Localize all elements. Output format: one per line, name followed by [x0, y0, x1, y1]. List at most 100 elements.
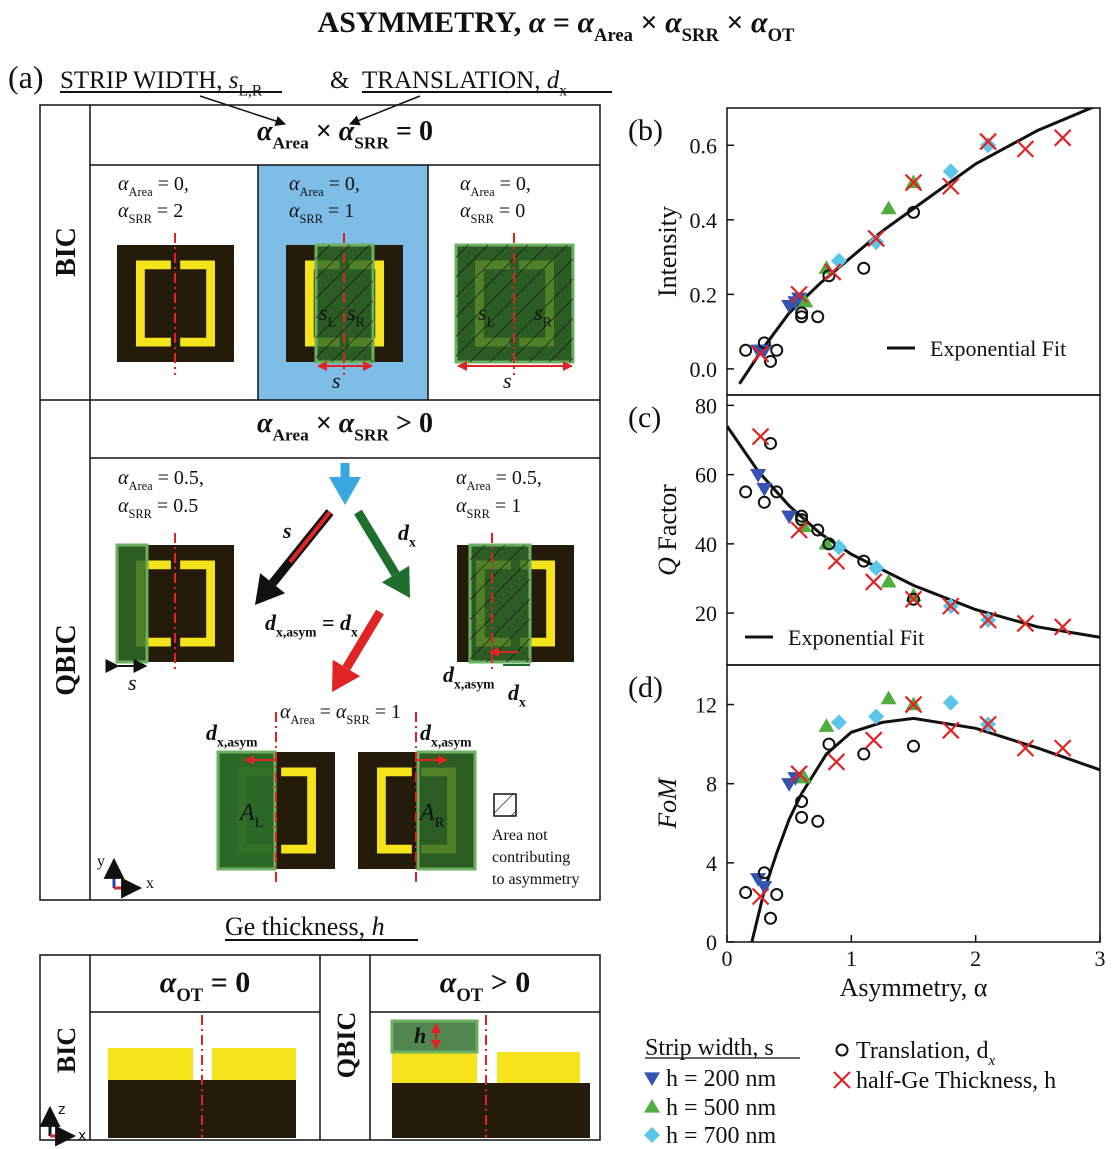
heading: TRANSLATION, dx	[362, 67, 567, 100]
bic-side-label: BIC	[51, 227, 82, 277]
dx-arrow-big	[358, 512, 396, 574]
h-label: h	[414, 1023, 426, 1048]
blue-arrow-head	[329, 477, 361, 505]
marker	[868, 234, 884, 250]
marker	[837, 1045, 848, 1056]
heading: STRIP WIDTH, sL,R	[60, 67, 263, 100]
legend-label: h = 500 nm	[666, 1095, 777, 1121]
text-part: α	[456, 495, 467, 517]
marker	[866, 732, 882, 748]
text-part: = 0,	[153, 173, 189, 195]
text-part: ASYMMETRY,	[318, 6, 529, 39]
y-tick-label: 20	[695, 601, 717, 626]
panel-label: (d)	[628, 671, 663, 704]
marker	[1017, 740, 1033, 756]
text-part: SRR	[300, 212, 324, 226]
text-part: α	[751, 6, 768, 39]
y-tick-label: 0.0	[690, 357, 718, 382]
marker	[881, 691, 897, 705]
text-part: ×	[719, 6, 751, 39]
marker	[812, 311, 823, 322]
marker	[858, 749, 869, 760]
marker	[908, 741, 919, 752]
text-part: Area	[594, 25, 634, 46]
text-part: R	[543, 315, 553, 330]
cell-label: αArea = 0.5,	[456, 467, 542, 493]
marker	[1055, 130, 1071, 146]
ge-film	[497, 1052, 580, 1083]
text-part: h = 200 nm	[666, 1066, 777, 1092]
marker	[759, 497, 770, 508]
text-part: > 0	[483, 966, 530, 999]
axis-label: z	[58, 1102, 65, 1118]
text-part: α	[118, 173, 129, 195]
red-arrow	[346, 612, 380, 668]
y-tick-label: 60	[695, 463, 717, 488]
dxasym-label: dx,asym	[420, 720, 472, 750]
panel-label: (a)	[8, 59, 44, 95]
x-axis-label: Asymmetry, α	[840, 973, 988, 1002]
text-part: α	[289, 173, 300, 195]
marker	[980, 137, 996, 153]
text-part: Area	[129, 185, 154, 199]
y-tick-label: 0.4	[690, 208, 718, 233]
marker	[644, 1099, 660, 1113]
text-part: x	[519, 695, 526, 710]
y-axis-label: Q Factor	[653, 484, 682, 576]
ge-film	[392, 1052, 477, 1083]
qbic-side-label: QBIC	[332, 1012, 361, 1078]
text-part: Area	[273, 133, 310, 152]
hatch-note: to asymmetry	[492, 871, 580, 888]
fit-curve	[752, 718, 1100, 942]
bic-side-label: BIC	[52, 1027, 81, 1073]
text-part: OT	[456, 985, 483, 1006]
panel-label: (c)	[628, 401, 661, 434]
hatch-key	[494, 794, 516, 816]
y-tick-label: 12	[695, 693, 717, 718]
bottom-caption: αArea = αSRR = 1	[280, 701, 401, 727]
marker	[828, 553, 844, 569]
text-part: = 0	[494, 200, 525, 222]
y-tick-label: 8	[706, 772, 717, 797]
substrate	[392, 1083, 590, 1138]
text-part: = 1	[490, 495, 521, 517]
marker	[759, 867, 770, 878]
text-part: = 0	[203, 966, 250, 999]
marker	[644, 1127, 660, 1143]
text-part: ×	[633, 6, 665, 39]
axis-label: x	[78, 1128, 86, 1144]
marker	[818, 718, 834, 732]
marker	[943, 695, 959, 711]
width-label: s	[332, 368, 341, 393]
y-tick-label: 0.6	[690, 133, 718, 158]
text-part: α	[460, 173, 471, 195]
text-part: s	[478, 300, 487, 325]
text-part: = 0,	[495, 173, 531, 195]
text-part: α	[118, 495, 129, 517]
text-part: Area	[467, 479, 492, 493]
text-part: SRR	[467, 507, 491, 521]
text-part: α	[665, 6, 682, 39]
y-tick-label: 0.2	[690, 282, 718, 307]
text-part: =	[317, 610, 341, 635]
text-part: = 0.5	[152, 495, 198, 517]
s-arrow-red	[290, 512, 330, 562]
marker	[823, 739, 834, 750]
legend-label: Translation, dx	[856, 1038, 995, 1069]
ge-layer	[117, 545, 147, 662]
dx-arrow-label: dx	[398, 520, 416, 550]
text-part: Area	[129, 479, 154, 493]
marker	[834, 1072, 850, 1088]
text-part: s	[347, 300, 356, 325]
dxasym-label: dx,asym	[443, 662, 495, 692]
y-tick-label: 4	[706, 851, 717, 876]
hatch-note: contributing	[492, 849, 570, 866]
ge-film	[212, 1048, 296, 1080]
width-label: s	[128, 670, 137, 695]
width-label: s	[503, 368, 512, 393]
text-part: SRR	[346, 713, 370, 727]
marker	[828, 754, 844, 770]
y-tick-label: 40	[695, 532, 717, 557]
y-tick-label: 80	[695, 393, 717, 418]
marker	[765, 913, 776, 924]
